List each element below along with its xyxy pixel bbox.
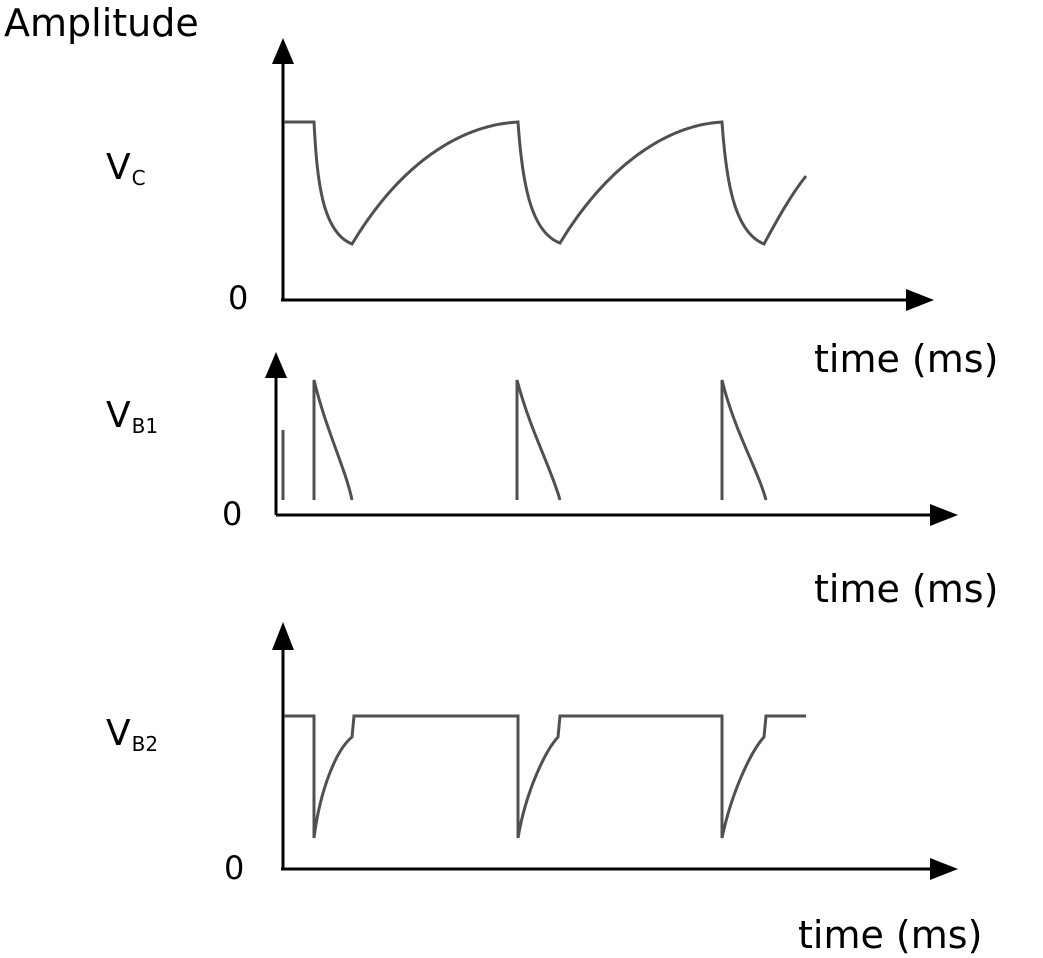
vb1-y-axis-arrowhead — [265, 352, 287, 378]
vc-time-axis-label: time (ms) — [814, 337, 999, 381]
vc-waveform — [284, 120, 808, 246]
vb2-waveform — [284, 714, 806, 839]
vc-signal-subscript: C — [131, 166, 146, 190]
vb1-signal-letter: V — [106, 395, 131, 436]
vb2-axes — [281, 648, 932, 871]
vb2-signal-subscript: B2 — [131, 732, 159, 756]
vb2-signal-letter: V — [106, 713, 131, 754]
vc-axes — [281, 62, 910, 302]
vc-signal-label: VC — [106, 147, 146, 190]
vb2-signal-label: VB2 — [106, 713, 159, 756]
vb2-time-axis-label: time (ms) — [798, 913, 983, 957]
vb1-x-axis-arrowhead — [930, 504, 958, 526]
vb2-zero-label: 0 — [224, 849, 245, 887]
vb1-signal-label: VB1 — [106, 395, 159, 438]
vb1-zero-label: 0 — [222, 495, 243, 533]
vb1-pulse-1 — [312, 379, 354, 501]
vb1-pulse-3 — [720, 379, 768, 501]
vb2-y-axis-arrowhead — [272, 622, 294, 650]
vb1-waveform — [281, 379, 768, 501]
vc-x-axis-arrowhead — [906, 289, 934, 311]
vc-zero-label: 0 — [228, 279, 249, 317]
vb1-signal-subscript: B1 — [131, 414, 159, 438]
vb1-axes — [274, 376, 932, 517]
vc-y-axis-arrowhead — [272, 38, 294, 64]
vc-signal-letter: V — [106, 147, 131, 188]
amplitude-title: Amplitude — [4, 1, 199, 45]
vb1-time-axis-label: time (ms) — [814, 567, 999, 611]
vb1-pulse-2 — [515, 379, 562, 501]
vb2-x-axis-arrowhead — [930, 858, 958, 880]
